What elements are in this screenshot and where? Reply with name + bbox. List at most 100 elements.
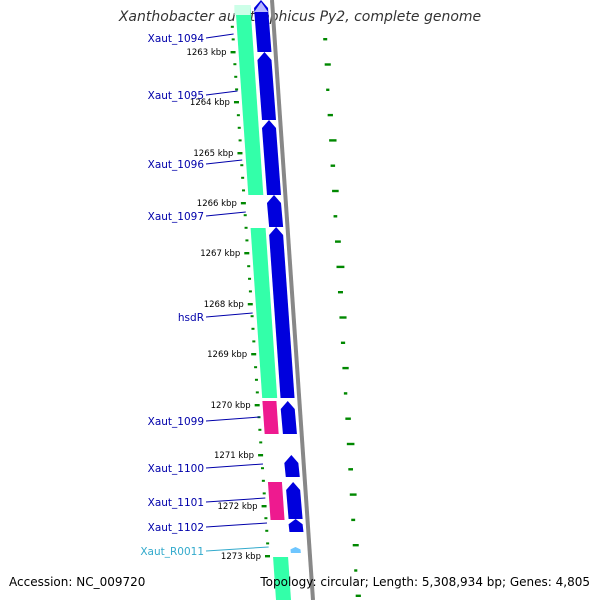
kbp-tick-mark	[244, 252, 250, 255]
kbp-tick-label: 1264 kbp	[190, 98, 230, 108]
gc-dash	[329, 139, 337, 142]
cds-arrow	[262, 120, 281, 195]
label-leader-line	[205, 159, 243, 165]
kbp-tick-label: 1270 kbp	[211, 401, 251, 411]
kbp-tick-mark	[254, 404, 260, 407]
cds-arrow	[267, 195, 284, 227]
gc-dash	[340, 341, 346, 344]
gene-feature	[273, 557, 291, 600]
gc-dash	[343, 392, 348, 395]
feature-label: hsdR	[178, 312, 204, 324]
minor-tick-mark	[240, 164, 244, 167]
minor-tick-mark	[236, 114, 240, 117]
gc-dash	[330, 164, 336, 167]
minor-tick-mark	[250, 315, 254, 318]
gc-dash	[327, 113, 333, 117]
gene-feature	[235, 5, 264, 195]
trna-arrow	[290, 547, 301, 553]
genome-summary-text: Topology: circular; Length: 5,308,934 bp…	[260, 575, 590, 589]
kbp-tick-label: 1263 kbp	[186, 48, 226, 58]
kbp-tick-mark	[247, 303, 253, 306]
rna-feature	[267, 482, 285, 520]
minor-tick-mark	[262, 492, 266, 495]
map-title: Xanthobacter autotrophicus Py2, complete…	[118, 9, 482, 25]
gc-dash	[345, 417, 351, 420]
cds-arrow	[284, 455, 300, 477]
minor-tick-mark	[248, 290, 252, 293]
gc-dash	[346, 442, 355, 446]
cds-arrow	[280, 401, 297, 434]
gc-dash	[323, 38, 328, 41]
minor-tick-mark	[259, 441, 263, 444]
kbp-tick-mark	[251, 353, 257, 356]
minor-tick-mark	[261, 479, 265, 482]
minor-tick-mark	[265, 529, 269, 532]
feature-label: Xaut_1095	[148, 90, 204, 102]
gc-dash	[348, 468, 354, 471]
label-leader-line	[205, 90, 238, 96]
gc-dash	[335, 240, 341, 243]
accession-text: Accession: NC_009720	[9, 575, 146, 589]
gc-dash	[333, 215, 338, 218]
cds-arrow	[269, 227, 295, 398]
gc-dash	[355, 594, 361, 597]
kbp-tick-label: 1273 kbp	[221, 552, 261, 562]
label-leader-line	[205, 546, 269, 552]
kbp-tick-mark	[237, 152, 243, 155]
minor-tick-mark	[243, 214, 247, 217]
minor-tick-mark	[242, 189, 246, 192]
minor-tick-mark	[254, 378, 258, 381]
gc-dash	[349, 493, 357, 496]
minor-tick-mark	[258, 428, 262, 431]
gc-content-track	[323, 38, 361, 597]
feature-label: Xaut_1096	[148, 159, 205, 171]
kbp-tick-mark	[264, 555, 270, 558]
gc-dash	[354, 569, 358, 572]
label-leader-line	[205, 416, 260, 422]
minor-tick-mark	[230, 25, 234, 28]
label-leader-line	[205, 463, 264, 469]
gc-dash	[326, 88, 330, 91]
cds-arrow	[286, 482, 303, 519]
minor-tick-mark	[264, 517, 268, 520]
kbp-tick-track: 1263 kbp 1264 kbp 1265 kbp 1266 kbp 1267 kbp…	[186, 25, 270, 562]
gc-dash	[339, 316, 347, 319]
minor-tick-mark	[234, 75, 238, 78]
label-leader-line	[205, 497, 266, 503]
kbp-tick-label: 1269 kbp	[207, 350, 247, 360]
gc-dash	[336, 265, 345, 269]
label-leader-line	[205, 522, 268, 528]
minor-tick-mark	[247, 265, 251, 268]
feature-label: Xaut_1099	[148, 416, 204, 428]
feature-label: Xaut_1097	[148, 211, 204, 223]
minor-tick-mark	[266, 542, 270, 545]
gc-dash	[337, 291, 343, 294]
gc-dash	[351, 518, 356, 522]
kbp-tick-label: 1265 kbp	[193, 149, 233, 159]
kbp-tick-mark	[230, 51, 236, 54]
label-leader-line	[205, 211, 246, 217]
cds-arrow-edge	[254, 2, 269, 12]
gc-dash	[324, 63, 331, 66]
gc-dash	[342, 366, 349, 370]
feature-label: Xaut_1100	[148, 463, 204, 475]
feature-label: Xaut_1102	[148, 522, 204, 534]
minor-tick-mark	[252, 340, 256, 343]
gene-feature-edge	[234, 5, 251, 15]
label-leader-line	[205, 312, 253, 318]
gc-dash	[352, 544, 359, 547]
backbone-line	[270, 0, 315, 600]
kbp-tick-mark	[261, 505, 267, 508]
gene-feature	[250, 228, 278, 398]
minor-tick-mark	[248, 277, 252, 280]
minor-tick-mark	[244, 226, 248, 229]
cds-arrow	[254, 0, 272, 52]
kbp-tick-label: 1272 kbp	[218, 502, 258, 512]
minor-tick-mark	[241, 176, 245, 179]
cds-arrow	[288, 519, 304, 532]
minor-tick-mark	[255, 391, 259, 394]
gc-dash	[332, 189, 339, 193]
gene-track	[234, 5, 291, 600]
kbp-tick-mark	[258, 454, 264, 457]
